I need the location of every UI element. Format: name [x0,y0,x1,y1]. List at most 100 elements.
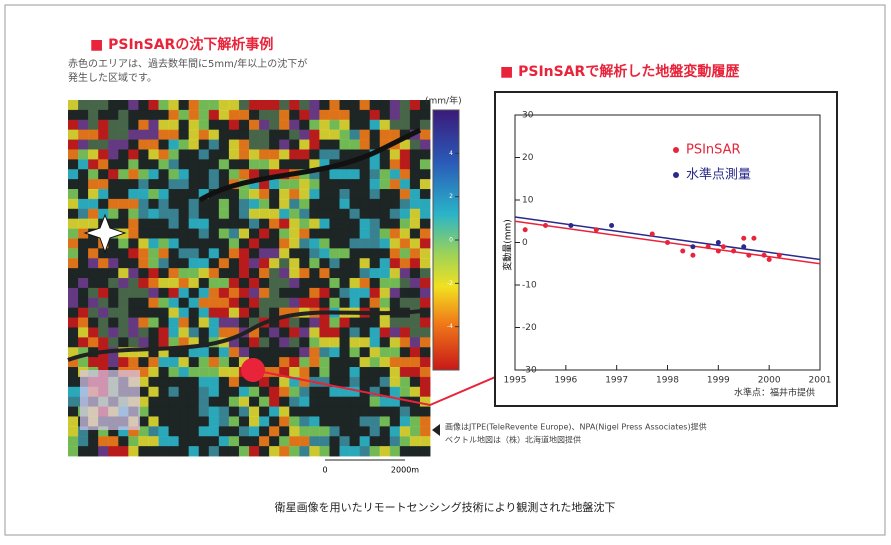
map-cell [138,140,149,150]
map-cell [400,377,411,387]
map-cell [319,318,330,328]
map-cell [78,209,89,219]
map-cell [138,149,149,159]
map-cell [209,159,220,169]
map-cell [360,278,371,288]
map-cell [360,397,371,407]
map-cell [279,397,290,407]
map-cell [289,248,300,258]
map-cell [189,159,200,169]
map-cell [340,278,351,288]
map-cell [148,149,159,159]
map-cell [239,416,250,426]
map-cell [189,209,200,219]
map-cell [88,159,99,169]
map-cell [360,209,371,219]
map-cell [350,130,361,140]
map-cell [289,130,300,140]
map-cell [319,179,330,189]
map-cell [360,298,371,308]
map-cell [249,120,260,130]
map-cell [309,238,320,248]
map-cell [410,229,421,239]
map-cell [350,327,361,337]
map-cell [259,327,270,337]
map-cell [350,120,361,130]
map-cell [360,327,371,337]
map-cell [350,397,361,407]
map-cell [420,407,431,417]
map-cell [179,199,190,209]
map-cell [159,258,170,268]
map-cell [410,407,421,417]
map-cell [128,110,139,120]
map-cell [128,436,139,446]
map-cell [88,278,99,288]
map-cell [199,436,210,446]
map-cell [169,377,180,387]
map-cell [209,308,220,318]
map-cell [118,248,129,258]
map-cell [98,248,109,258]
map-cell [340,407,351,417]
map-cell [329,130,340,140]
map-cell [239,169,250,179]
map-cell [329,268,340,278]
map-cell [209,100,220,110]
map-cell [128,179,139,189]
map-cell [249,209,260,219]
map-cell [209,209,220,219]
map-cell [360,130,371,140]
map-cell [299,357,310,367]
map-cell [420,357,431,367]
map-cell [370,258,381,268]
map-cell [148,238,159,248]
map-cell [128,268,139,278]
map-cell [390,298,401,308]
map-cell [138,100,149,110]
map-cell [370,377,381,387]
map-cell [189,446,200,456]
map-cell [279,387,290,397]
map-cell [78,189,89,199]
map-cell [118,288,129,298]
map-cell [118,238,129,248]
map-cell [309,367,320,377]
map-cell [259,288,270,298]
map-cell [269,179,280,189]
map-cell [380,219,391,229]
map-cell [370,189,381,199]
map-cell [329,357,340,367]
map-cell [299,130,310,140]
map-cell [209,278,220,288]
map-cell [98,278,109,288]
map-cell [299,278,310,288]
map-cell [329,229,340,239]
map-cell [108,337,119,347]
point [665,240,670,245]
map-cell [269,337,280,347]
map-cell [269,248,280,258]
map-cell [309,100,320,110]
map-cell [259,209,270,219]
map-cell [390,407,401,417]
map-cell [299,367,310,377]
map-cell [269,268,280,278]
map-cell [179,238,190,248]
map-cell [239,308,250,318]
map-cell [299,189,310,199]
map-cell [78,357,89,367]
map-cell [420,387,431,397]
map-cell [209,149,220,159]
map-cell [279,416,290,426]
map-cell [360,337,371,347]
map-cell [209,120,220,130]
map-cell [350,238,361,248]
map-cell [390,387,401,397]
map-cell [68,110,79,120]
map-cell [319,367,330,377]
map-cell [239,407,250,417]
map-cell [209,219,220,229]
map-cell [199,377,210,387]
map-cell [289,436,300,446]
